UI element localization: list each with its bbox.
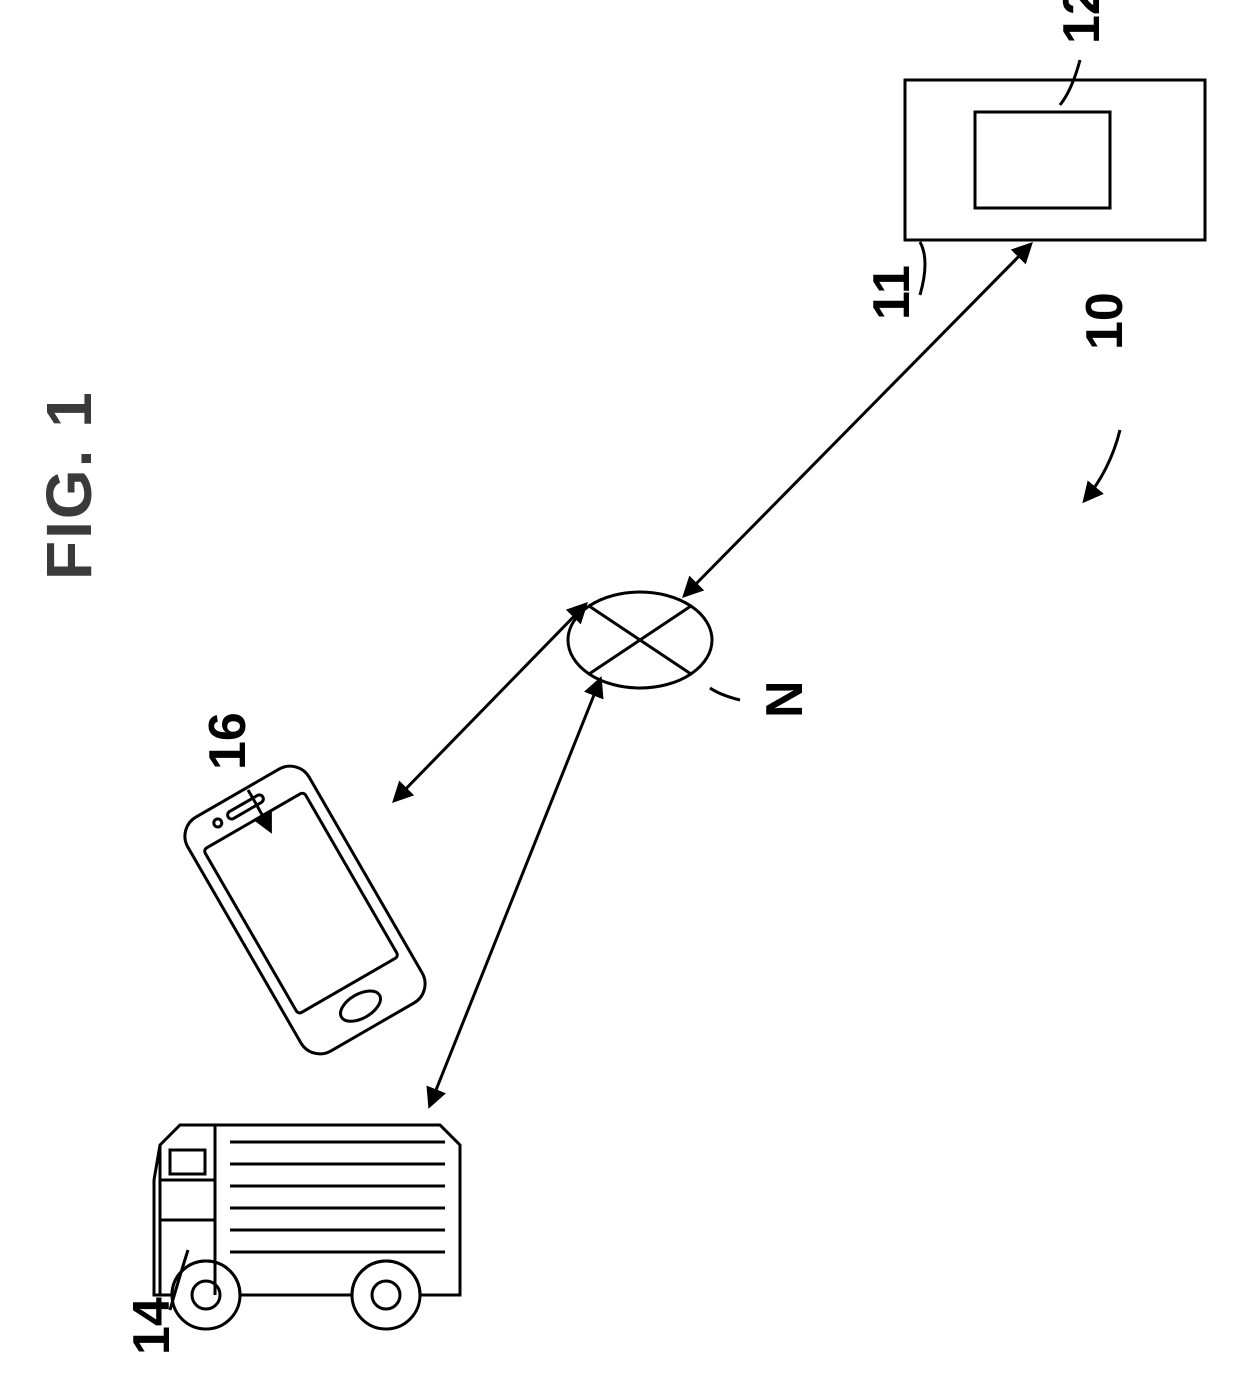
- figure-canvas: FIG. 1 10 11 12 14 16 N: [0, 0, 1240, 1388]
- diagram-svg: [0, 0, 1240, 1388]
